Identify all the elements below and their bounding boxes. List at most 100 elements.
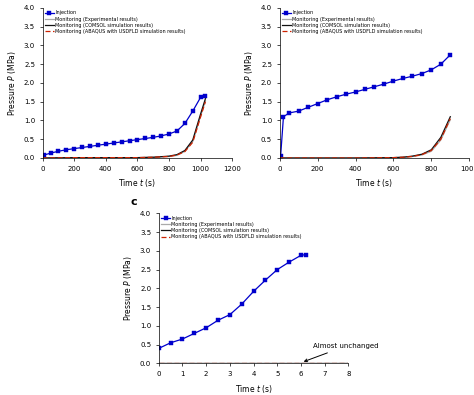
Injection bbox=[95, 143, 101, 148]
Injection bbox=[143, 136, 148, 141]
Injection bbox=[447, 53, 453, 57]
Injection bbox=[215, 318, 221, 323]
Injection bbox=[150, 135, 156, 140]
Monitoring (ABAQUS with USDFLD simulation results) bbox=[190, 140, 196, 145]
Injection bbox=[286, 111, 292, 115]
Monitoring (COMSOL simulation results) bbox=[166, 154, 172, 158]
Injection bbox=[87, 144, 93, 149]
Monitoring (COMSOL simulation results) bbox=[447, 114, 453, 119]
Y-axis label: Pressure $P$ (MPa): Pressure $P$ (MPa) bbox=[243, 50, 255, 116]
Text: a: a bbox=[14, 0, 22, 2]
Legend: Injection, Monitoring (Experimental results), Monitoring (COMSOL simulation resu: Injection, Monitoring (Experimental resu… bbox=[160, 215, 303, 240]
Injection bbox=[263, 278, 268, 282]
Line: Monitoring (ABAQUS with USDFLD simulation results): Monitoring (ABAQUS with USDFLD simulatio… bbox=[280, 118, 450, 158]
Monitoring (Experimental results) bbox=[447, 117, 453, 122]
Line: Monitoring (ABAQUS with USDFLD simulation results): Monitoring (ABAQUS with USDFLD simulatio… bbox=[43, 102, 205, 158]
Line: Monitoring (COMSOL simulation results): Monitoring (COMSOL simulation results) bbox=[43, 99, 205, 158]
Monitoring (ABAQUS with USDFLD simulation results) bbox=[298, 361, 304, 366]
Injection bbox=[281, 114, 286, 119]
Injection bbox=[410, 74, 415, 79]
Injection bbox=[381, 82, 387, 87]
Monitoring (Experimental results) bbox=[72, 155, 77, 160]
Monitoring (COMSOL simulation results) bbox=[277, 156, 283, 160]
Monitoring (ABAQUS with USDFLD simulation results) bbox=[391, 155, 396, 160]
Monitoring (ABAQUS with USDFLD simulation results) bbox=[103, 155, 109, 160]
Monitoring (ABAQUS with USDFLD simulation results) bbox=[203, 361, 209, 366]
Monitoring (COMSOL simulation results) bbox=[346, 361, 351, 366]
Injection bbox=[203, 325, 209, 330]
Monitoring (Experimental results) bbox=[438, 137, 444, 142]
Monitoring (COMSOL simulation results) bbox=[103, 155, 109, 160]
Monitoring (COMSOL simulation results) bbox=[419, 152, 425, 156]
Injection bbox=[72, 146, 77, 151]
Injection bbox=[156, 346, 162, 351]
Monitoring (ABAQUS with USDFLD simulation results) bbox=[156, 361, 162, 366]
Monitoring (COMSOL simulation results) bbox=[391, 155, 396, 160]
Monitoring (Experimental results) bbox=[40, 156, 46, 160]
Injection bbox=[41, 152, 47, 157]
Monitoring (Experimental results) bbox=[182, 149, 188, 154]
Monitoring (ABAQUS with USDFLD simulation results) bbox=[251, 361, 256, 366]
Monitoring (ABAQUS with USDFLD simulation results) bbox=[419, 152, 425, 157]
Monitoring (ABAQUS with USDFLD simulation results) bbox=[438, 137, 444, 141]
Injection bbox=[180, 337, 185, 341]
Monitoring (ABAQUS with USDFLD simulation results) bbox=[353, 156, 358, 160]
Monitoring (ABAQUS with USDFLD simulation results) bbox=[277, 156, 283, 160]
Injection bbox=[305, 105, 311, 110]
Monitoring (Experimental results) bbox=[298, 361, 304, 366]
Monitoring (COMSOL simulation results) bbox=[203, 361, 209, 366]
Monitoring (ABAQUS with USDFLD simulation results) bbox=[182, 149, 188, 154]
Monitoring (COMSOL simulation results) bbox=[156, 361, 162, 366]
Injection bbox=[202, 94, 208, 98]
Monitoring (ABAQUS with USDFLD simulation results) bbox=[346, 361, 351, 366]
Monitoring (ABAQUS with USDFLD simulation results) bbox=[40, 156, 46, 160]
Injection bbox=[79, 145, 85, 150]
Injection bbox=[343, 92, 349, 96]
Monitoring (COMSOL simulation results) bbox=[353, 156, 358, 160]
Monitoring (Experimental results) bbox=[135, 155, 140, 160]
Monitoring (ABAQUS with USDFLD simulation results) bbox=[174, 152, 180, 157]
Monitoring (ABAQUS with USDFLD simulation results) bbox=[202, 99, 208, 104]
Monitoring (COMSOL simulation results) bbox=[150, 155, 156, 160]
Monitoring (COMSOL simulation results) bbox=[174, 152, 180, 157]
Line: Injection: Injection bbox=[157, 253, 307, 350]
Injection bbox=[362, 87, 368, 92]
Line: Injection: Injection bbox=[279, 53, 452, 158]
Injection bbox=[274, 267, 280, 272]
Monitoring (ABAQUS with USDFLD simulation results) bbox=[410, 154, 415, 159]
Y-axis label: Pressure $P$ (MPa): Pressure $P$ (MPa) bbox=[122, 256, 134, 321]
Injection bbox=[227, 312, 233, 317]
Monitoring (Experimental results) bbox=[198, 114, 203, 118]
Monitoring (COMSOL simulation results) bbox=[438, 135, 444, 140]
Injection bbox=[353, 90, 358, 94]
Injection bbox=[438, 62, 444, 66]
Injection bbox=[111, 141, 117, 145]
Injection bbox=[324, 98, 330, 102]
Monitoring (Experimental results) bbox=[353, 156, 358, 160]
Monitoring (COMSOL simulation results) bbox=[198, 111, 203, 116]
Injection bbox=[127, 138, 132, 143]
Monitoring (Experimental results) bbox=[103, 155, 109, 160]
Injection bbox=[48, 151, 54, 156]
Monitoring (COMSOL simulation results) bbox=[315, 156, 320, 160]
Monitoring (Experimental results) bbox=[150, 155, 156, 160]
Monitoring (ABAQUS with USDFLD simulation results) bbox=[198, 114, 203, 119]
Injection bbox=[278, 154, 283, 158]
Monitoring (ABAQUS with USDFLD simulation results) bbox=[150, 155, 156, 160]
Text: b: b bbox=[251, 0, 259, 2]
Monitoring (Experimental results) bbox=[428, 149, 434, 154]
Injection bbox=[372, 84, 377, 89]
Monitoring (COMSOL simulation results) bbox=[182, 148, 188, 153]
Legend: Injection, Monitoring (Experimental results), Monitoring (COMSOL simulation resu: Injection, Monitoring (Experimental resu… bbox=[281, 9, 424, 35]
Y-axis label: Pressure $P$ (MPa): Pressure $P$ (MPa) bbox=[6, 50, 18, 116]
Injection bbox=[174, 129, 180, 134]
Monitoring (Experimental results) bbox=[419, 152, 425, 157]
Monitoring (COMSOL simulation results) bbox=[190, 137, 196, 142]
Injection bbox=[400, 76, 406, 81]
Injection bbox=[198, 95, 203, 100]
Injection bbox=[182, 121, 188, 126]
Injection bbox=[135, 137, 140, 142]
Text: c: c bbox=[130, 197, 137, 207]
Line: Monitoring (Experimental results): Monitoring (Experimental results) bbox=[280, 120, 450, 158]
Injection bbox=[296, 109, 301, 113]
